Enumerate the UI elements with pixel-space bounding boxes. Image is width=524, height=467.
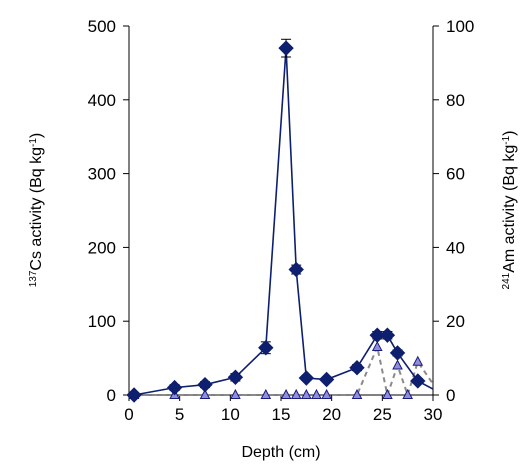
x-axis-title: Depth (cm) [241,444,320,461]
left-y-tick-label: 100 [88,312,116,331]
left-y-tick-label: 200 [88,238,116,257]
am-data-point [311,388,322,399]
left-y-axis-title-end: ) [28,133,45,138]
cs-data-point [318,371,335,388]
cs-data-point [349,359,365,376]
right-y-axis-title-end: ) [501,131,518,136]
cs-data-point [389,345,406,361]
left-y-axis-title-sup2: -1 [28,138,39,147]
right-y-tick-label: 40 [446,238,465,257]
left-y-tick-label: 500 [88,17,116,36]
cs-data-point [298,370,315,386]
x-tick-label: 10 [221,405,240,424]
right-y-tick-label: 20 [446,312,465,331]
left-y-tick-label: 400 [88,91,116,110]
cs-data-point [166,379,183,396]
cs-data-point [410,373,426,389]
cs-data-point [369,327,385,343]
am-data-point [392,359,403,370]
am-data-point [280,388,292,399]
right-y-axis-title-sup: 241 [501,272,512,289]
x-tick-label: 15 [272,405,291,424]
am-data-point [371,340,383,352]
x-tick-label: 0 [124,405,133,424]
cs-data-point [197,376,213,393]
am-data-point [199,388,211,399]
cs-data-point [227,369,244,385]
am-data-point [230,388,241,399]
cs-data-point [288,261,304,278]
am-data-point [301,388,312,399]
cs-series [126,38,434,403]
right-y-axis-title-sup2: -1 [501,135,512,144]
left-y-tick-label: 300 [88,165,116,184]
am-data-point [351,388,363,399]
cs-data-point [379,327,396,343]
am-data-point [402,388,413,399]
am-data-point [321,388,332,399]
x-tick-label: 25 [373,405,392,424]
x-tick-label: 20 [322,405,341,424]
left-y-axis-title-text: Cs activity (Bq kg [28,147,45,271]
right-y-tick-label: 0 [446,386,455,405]
right-y-tick-label: 100 [446,17,474,36]
cs-series-line [133,48,434,396]
left-y-axis-title-sup: 137 [28,270,39,287]
right-y-axis-title-text: Am activity (Bq kg [501,145,518,273]
left-y-tick-label: 0 [107,386,116,405]
right-y-tick-label: 80 [446,91,465,110]
right-y-tick-label: 60 [446,165,465,184]
right-y-axis-title: 241Am activity (Bq kg-1) [501,131,519,290]
am-data-point [260,388,272,399]
x-tick-label: 30 [424,405,443,424]
x-tick-label: 5 [175,405,184,424]
left-y-axis-title: 137Cs activity (Bq kg-1) [28,133,46,288]
cs-data-point [126,387,142,403]
cs-data-point [278,40,294,56]
am-data-point [412,355,424,366]
am-data-point [290,388,302,399]
am-data-point [382,388,393,399]
cs-data-point [258,340,274,356]
